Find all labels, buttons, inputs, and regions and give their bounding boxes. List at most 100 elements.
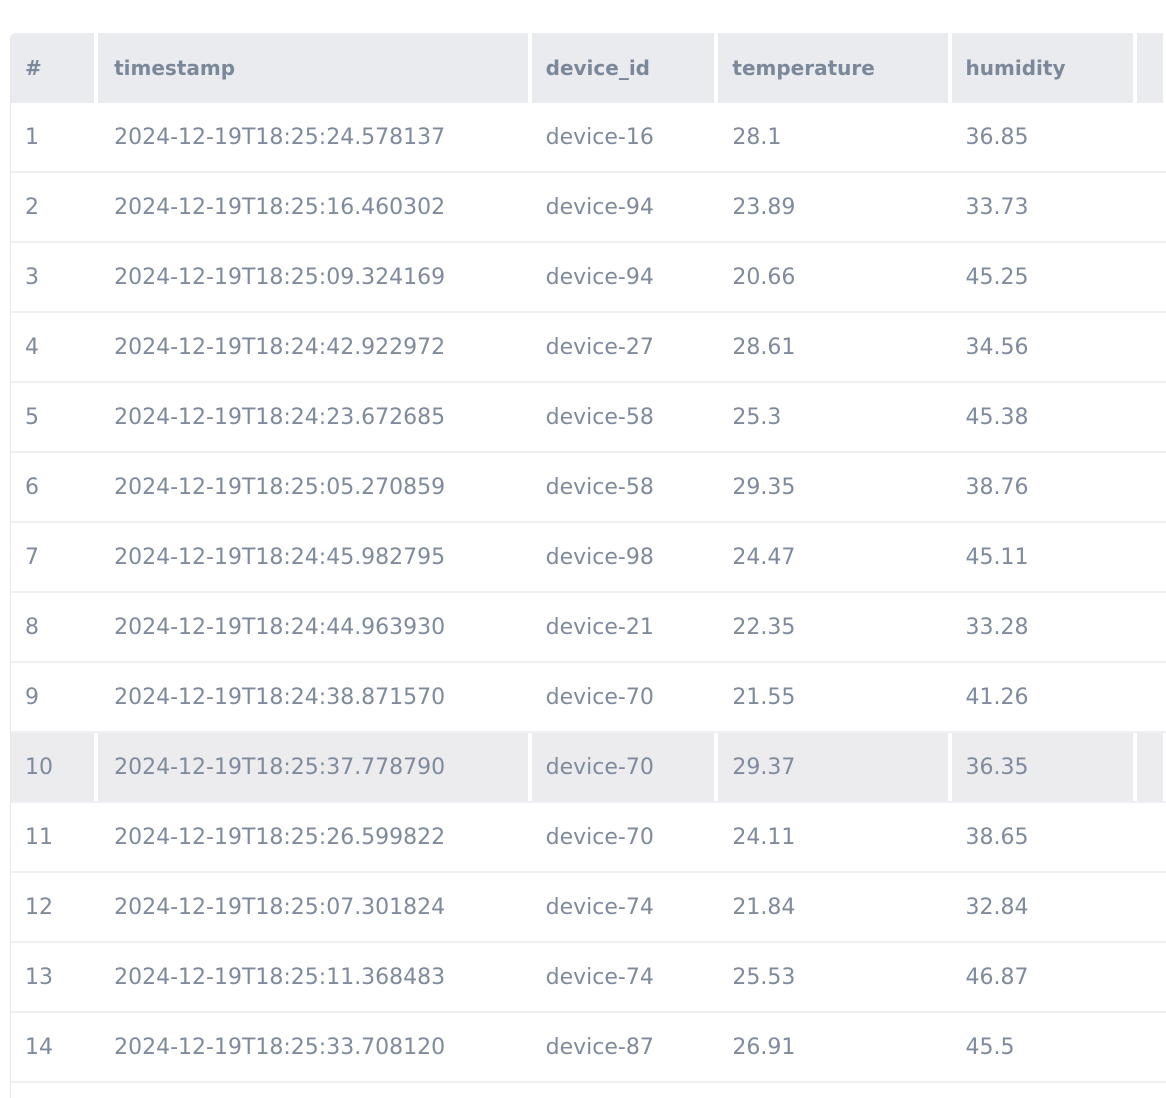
cell-overflow[interactable] (1137, 173, 1166, 241)
column-header-index[interactable]: # (11, 33, 99, 103)
table-row[interactable]: 5 2024-12-19T18:24:23.672685 device-58 25.3… (11, 383, 1166, 453)
cell-index[interactable]: 13 (11, 943, 99, 1011)
cell-temperature[interactable]: 29.37 (718, 733, 952, 801)
cell-temperature[interactable]: 23.89 (718, 173, 952, 241)
table-row[interactable]: 9 2024-12-19T18:24:38.871570 device-70 21.5… (11, 663, 1166, 733)
cell-device-id[interactable]: device-87 (532, 1013, 719, 1081)
cell-timestamp[interactable]: 2024-12-19T18:24:38.871570 (98, 663, 532, 731)
cell-timestamp[interactable]: 2024-12-19T18:24:42.922972 (98, 313, 532, 381)
cell-overflow[interactable] (1137, 453, 1166, 521)
cell-device-id[interactable]: device-74 (532, 873, 719, 941)
table-row[interactable]: 14 2024-12-19T18:25:33.708120 device-87 26.… (11, 1013, 1166, 1083)
cell-device-id[interactable]: device-58 (532, 383, 719, 451)
cell-device-id[interactable]: device-70 (532, 663, 719, 731)
table-row[interactable]: 3 2024-12-19T18:25:09.324169 device-94 20.6… (11, 243, 1166, 313)
cell-timestamp[interactable]: 2024-12-19T18:25:37.778790 (98, 733, 532, 801)
cell-device-id[interactable]: device-70 (531, 733, 719, 801)
cell-index[interactable]: 3 (11, 243, 99, 311)
table-row[interactable]: 7 2024-12-19T18:24:45.982795 device-98 24.4… (11, 523, 1166, 593)
table-row[interactable]: 8 2024-12-19T18:24:44.963930 device-21 22.3… (11, 593, 1166, 663)
cell-index[interactable]: 7 (11, 523, 99, 591)
cell-humidity[interactable]: 38.65 (952, 803, 1138, 871)
cell-device-id[interactable]: device-70 (532, 803, 719, 871)
table-row[interactable]: 1 2024-12-19T18:25:24.578137 device-16 28.1… (11, 103, 1166, 173)
cell-index[interactable]: 10 (11, 733, 99, 801)
cell-timestamp[interactable]: 2024-12-19T18:25:26.599822 (98, 803, 532, 871)
cell-overflow[interactable] (1137, 803, 1166, 871)
column-header-humidity[interactable]: humidity (952, 33, 1138, 103)
cell-temperature[interactable]: 28.61 (718, 313, 952, 381)
column-header-timestamp[interactable]: timestamp (98, 33, 532, 103)
cell-index[interactable]: 2 (11, 173, 99, 241)
cell-humidity[interactable]: 38.76 (952, 453, 1138, 521)
cell-overflow[interactable] (1137, 243, 1166, 311)
table-row[interactable]: 10 2024-12-19T18:25:37.778790 device-70 29.… (11, 733, 1166, 803)
cell-timestamp[interactable]: 2024-12-19T18:25:33.708120 (98, 1013, 532, 1081)
table-row[interactable]: 11 2024-12-19T18:25:26.599822 device-70 24.… (11, 803, 1166, 873)
cell-device-id[interactable]: device-21 (532, 593, 719, 661)
cell-device-id[interactable]: device-27 (532, 313, 719, 381)
cell-temperature[interactable]: 24.11 (718, 803, 952, 871)
cell-humidity[interactable]: 33.28 (952, 593, 1138, 661)
cell-overflow[interactable] (1137, 873, 1166, 941)
cell-timestamp[interactable]: 2024-12-19T18:25:07.301824 (98, 873, 532, 941)
cell-overflow[interactable] (1137, 103, 1166, 171)
cell-humidity[interactable]: 36.85 (952, 103, 1138, 171)
cell-humidity[interactable]: 45.25 (952, 243, 1138, 311)
cell-temperature[interactable]: 25.3 (718, 383, 952, 451)
cell-index[interactable]: 6 (11, 453, 99, 521)
cell-overflow[interactable] (1137, 733, 1166, 801)
cell-timestamp[interactable]: 2024-12-19T18:25:16.460302 (98, 173, 532, 241)
table-row[interactable]: 2 2024-12-19T18:25:16.460302 device-94 23.8… (11, 173, 1166, 243)
table-row[interactable]: 13 2024-12-19T18:25:11.368483 device-74 25.… (11, 943, 1166, 1013)
cell-overflow[interactable] (1137, 943, 1166, 1011)
cell-overflow[interactable] (1137, 593, 1166, 661)
cell-temperature[interactable]: 21.55 (718, 663, 952, 731)
cell-temperature[interactable]: 20.66 (718, 243, 952, 311)
cell-temperature[interactable]: 22.35 (718, 593, 952, 661)
cell-temperature[interactable]: 28.1 (718, 103, 952, 171)
cell-timestamp[interactable]: 2024-12-19T18:24:44.963930 (98, 593, 532, 661)
cell-overflow[interactable] (1137, 1013, 1166, 1081)
cell-humidity[interactable]: 45.11 (952, 523, 1138, 591)
cell-humidity[interactable]: 45.38 (952, 383, 1138, 451)
cell-device-id[interactable]: device-94 (532, 243, 719, 311)
cell-timestamp[interactable]: 2024-12-19T18:25:05.270859 (98, 453, 532, 521)
cell-index[interactable]: 8 (11, 593, 99, 661)
cell-temperature[interactable]: 26.91 (718, 1013, 952, 1081)
cell-timestamp[interactable]: 2024-12-19T18:24:45.982795 (98, 523, 532, 591)
cell-temperature[interactable]: 24.47 (718, 523, 952, 591)
cell-timestamp[interactable]: 2024-12-19T18:25:11.368483 (98, 943, 532, 1011)
cell-overflow[interactable] (1137, 383, 1166, 451)
table-row[interactable]: 12 2024-12-19T18:25:07.301824 device-74 21.… (11, 873, 1166, 943)
cell-timestamp[interactable]: 2024-12-19T18:24:23.672685 (98, 383, 532, 451)
cell-humidity[interactable]: 36.35 (951, 733, 1138, 801)
column-header-temperature[interactable]: temperature (718, 33, 952, 103)
column-header-next[interactable] (1137, 33, 1166, 103)
column-header-device-id[interactable]: device_id (532, 33, 719, 103)
cell-humidity[interactable]: 33.73 (952, 173, 1138, 241)
cell-humidity[interactable]: 32.84 (952, 873, 1138, 941)
cell-humidity[interactable]: 34.56 (952, 313, 1138, 381)
cell-temperature[interactable]: 21.84 (718, 873, 952, 941)
table-row[interactable]: 6 2024-12-19T18:25:05.270859 device-58 29.3… (11, 453, 1166, 523)
cell-overflow[interactable] (1137, 523, 1166, 591)
cell-temperature[interactable]: 25.53 (718, 943, 952, 1011)
cell-index[interactable]: 5 (11, 383, 99, 451)
cell-index[interactable]: 4 (11, 313, 99, 381)
cell-timestamp[interactable]: 2024-12-19T18:25:24.578137 (98, 103, 532, 171)
cell-temperature[interactable]: 29.35 (718, 453, 952, 521)
cell-device-id[interactable]: device-58 (532, 453, 719, 521)
cell-device-id[interactable]: device-94 (532, 173, 719, 241)
cell-index[interactable]: 12 (11, 873, 99, 941)
cell-overflow[interactable] (1137, 313, 1166, 381)
cell-index[interactable]: 1 (11, 103, 99, 171)
cell-overflow[interactable] (1137, 663, 1166, 731)
cell-timestamp[interactable]: 2024-12-19T18:25:09.324169 (98, 243, 532, 311)
cell-index[interactable]: 9 (11, 663, 99, 731)
cell-device-id[interactable]: device-16 (532, 103, 719, 171)
cell-index[interactable]: 11 (11, 803, 99, 871)
cell-device-id[interactable]: device-74 (532, 943, 719, 1011)
cell-humidity[interactable]: 41.26 (952, 663, 1138, 731)
cell-index[interactable]: 14 (11, 1013, 99, 1081)
